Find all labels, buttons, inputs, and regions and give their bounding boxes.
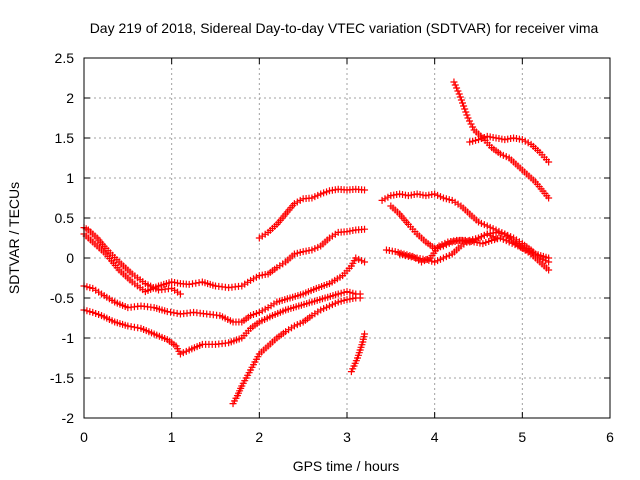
data-point bbox=[361, 225, 369, 233]
y-tick-label: -1.5 bbox=[50, 370, 74, 386]
data-point bbox=[459, 99, 467, 107]
data-point bbox=[455, 90, 463, 98]
x-tick-labels: 0 1 2 3 4 5 6 bbox=[80, 429, 614, 445]
data-point bbox=[453, 84, 461, 92]
plot-frame bbox=[83, 57, 611, 419]
series-arc-L bbox=[450, 78, 553, 202]
data-point bbox=[463, 111, 471, 119]
data-point bbox=[361, 258, 369, 266]
data-point bbox=[545, 254, 553, 262]
x-tick-label: 5 bbox=[518, 429, 526, 445]
y-tick-label: 2 bbox=[66, 90, 74, 106]
y-axis-label: SDTVAR / TECUs bbox=[6, 182, 22, 294]
data-point bbox=[467, 120, 475, 128]
data-point bbox=[469, 123, 477, 131]
chart-title: Day 219 of 2018, Sidereal Day-to-day VTE… bbox=[90, 20, 599, 36]
data-point bbox=[461, 105, 469, 113]
data-point bbox=[545, 266, 553, 274]
data-point bbox=[361, 186, 369, 194]
data-point bbox=[457, 96, 465, 104]
y-tick-label: 1.5 bbox=[55, 130, 75, 146]
data-point bbox=[492, 234, 500, 242]
data-point bbox=[450, 78, 458, 86]
x-tick-label: 1 bbox=[168, 429, 176, 445]
x-tick-label: 4 bbox=[431, 429, 439, 445]
series-arc-D bbox=[80, 288, 364, 358]
x-tick-label: 6 bbox=[606, 429, 614, 445]
data-point bbox=[464, 114, 472, 122]
data-point bbox=[454, 87, 462, 95]
data-point bbox=[462, 108, 470, 116]
data-point bbox=[545, 158, 553, 166]
series-arc-F bbox=[347, 330, 369, 376]
x-axis-label: GPS time / hours bbox=[293, 458, 400, 474]
data-point bbox=[176, 290, 184, 298]
data-point bbox=[451, 81, 459, 89]
data-point bbox=[460, 102, 468, 110]
data-point bbox=[456, 93, 464, 101]
series-arc-K bbox=[387, 202, 500, 252]
y-tick-label: 2.5 bbox=[55, 50, 75, 66]
x-tick-label: 3 bbox=[343, 429, 351, 445]
y-tick-label: 1 bbox=[66, 170, 74, 186]
y-tick-label: -0.5 bbox=[50, 290, 74, 306]
data-point bbox=[361, 330, 369, 338]
data-marks bbox=[80, 78, 553, 408]
y-tick-label: -2 bbox=[62, 410, 75, 426]
y-tick-labels: -2 -1.5 -1 -0.5 0 0.5 1 1.5 2 2.5 bbox=[50, 50, 74, 426]
series-arc-M bbox=[466, 132, 553, 166]
y-tick-label: 0.5 bbox=[55, 210, 75, 226]
data-point bbox=[356, 294, 364, 302]
data-point bbox=[466, 117, 474, 125]
data-point bbox=[545, 194, 553, 202]
series-arc-G bbox=[255, 185, 369, 242]
x-tick-label: 0 bbox=[80, 429, 88, 445]
series-arc-E bbox=[229, 294, 364, 408]
x-tick-label: 2 bbox=[255, 429, 263, 445]
series-arc-C bbox=[80, 254, 369, 326]
series-arc-B bbox=[80, 225, 369, 296]
y-tick-label: 0 bbox=[66, 250, 74, 266]
y-tick-label: -1 bbox=[62, 330, 75, 346]
